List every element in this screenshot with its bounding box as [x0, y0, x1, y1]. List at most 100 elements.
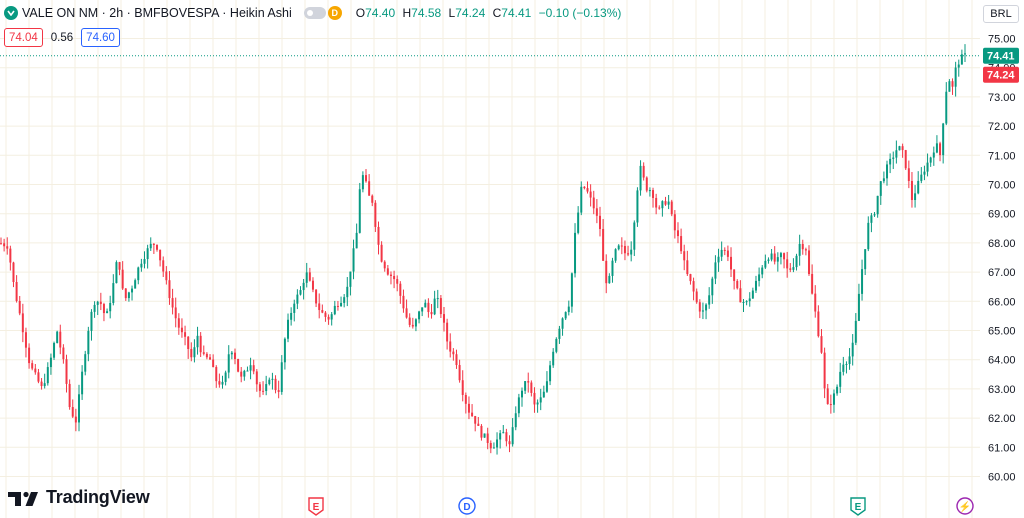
candle	[168, 271, 171, 305]
candle	[636, 187, 639, 227]
ask-price-box[interactable]: 74.60	[81, 28, 120, 47]
candle-body	[184, 332, 187, 337]
candle	[620, 237, 623, 255]
candle-body	[773, 253, 776, 262]
candle	[40, 378, 43, 390]
candle	[745, 300, 748, 306]
candle	[698, 299, 701, 319]
candle-body	[861, 269, 864, 294]
price-axis: 60.00 61.00 62.00 63.00 64.00 65.00 66.00 67.00…	[983, 34, 1019, 484]
candle	[736, 279, 739, 290]
candle-body	[15, 282, 18, 301]
candle	[907, 160, 910, 189]
candle	[901, 143, 904, 158]
candle	[804, 247, 807, 256]
candle-body	[199, 335, 202, 353]
candle	[165, 266, 168, 285]
candle	[786, 251, 789, 278]
candle-body	[948, 81, 951, 92]
candle-body	[90, 311, 93, 331]
event-marker-split[interactable]: ⚡	[956, 497, 974, 515]
candle	[530, 380, 533, 397]
candle-body	[237, 359, 240, 372]
low-price-label: 74.24	[987, 70, 1015, 82]
candle	[720, 241, 723, 262]
candle-body	[474, 416, 477, 424]
candle-body	[511, 427, 514, 445]
candle-body	[205, 353, 208, 358]
event-marker-letter: ⚡	[959, 500, 971, 513]
candle-body	[399, 283, 402, 296]
tradingview-logo[interactable]: TradingView	[8, 487, 150, 508]
candle	[717, 248, 720, 272]
candle-body	[302, 282, 305, 291]
candle	[701, 302, 704, 320]
candle-body	[258, 384, 261, 391]
y-tick-label: 75.00	[988, 34, 1016, 46]
y-tick-label: 73.00	[988, 92, 1016, 104]
visibility-toggle-icon[interactable]	[303, 7, 326, 19]
event-marker-earnings-down[interactable]: E	[308, 497, 324, 516]
candle-body	[389, 274, 392, 276]
candle-body	[62, 347, 65, 360]
candle	[90, 309, 93, 341]
candle	[658, 205, 661, 210]
candle	[352, 239, 355, 280]
candle	[951, 78, 954, 95]
candle-body	[611, 260, 614, 276]
symbol-title[interactable]: VALE ON NM · 2h · BMFBOVESPA · Heikin As…	[22, 6, 292, 20]
candle-body	[218, 381, 221, 385]
event-marker-dividend[interactable]: D	[458, 497, 476, 515]
candle-body	[477, 423, 480, 426]
candle	[895, 140, 898, 164]
candle-body	[274, 378, 277, 391]
candle-body	[24, 332, 27, 348]
candle-body	[754, 280, 757, 291]
candle	[71, 399, 74, 418]
candle	[252, 359, 255, 375]
candle	[864, 249, 867, 276]
candle	[62, 344, 65, 364]
candle	[37, 368, 40, 384]
candle-body	[268, 379, 271, 385]
candle	[93, 301, 96, 318]
candle-body	[290, 312, 293, 320]
candle-body	[77, 394, 80, 423]
candle	[533, 387, 536, 413]
candle-body	[358, 189, 361, 233]
candle	[480, 424, 483, 441]
candle	[477, 417, 480, 426]
candle	[652, 187, 655, 208]
candle-body	[49, 357, 52, 368]
candle-body	[658, 207, 661, 209]
candle	[667, 195, 670, 210]
candle	[405, 299, 408, 319]
event-marker-earnings-up[interactable]: E	[850, 497, 866, 516]
candle	[602, 219, 605, 261]
candle-body	[174, 307, 177, 319]
candle-body	[770, 253, 773, 260]
candle-body	[93, 304, 96, 312]
candle-body	[452, 351, 455, 355]
candle	[209, 354, 212, 360]
candle	[383, 260, 386, 272]
currency-select[interactable]: BRL	[983, 5, 1019, 23]
collapse-icon[interactable]	[4, 6, 18, 20]
candle-body	[0, 243, 2, 245]
candle	[910, 172, 913, 208]
tradingview-logo-text: TradingView	[46, 487, 150, 507]
candle	[77, 384, 80, 432]
candle	[474, 415, 477, 432]
bid-price-box[interactable]: 74.04	[4, 28, 43, 47]
candle-body	[745, 301, 748, 303]
candle-body	[127, 292, 130, 299]
symbol-legend: VALE ON NM · 2h · BMFBOVESPA · Heikin As…	[4, 5, 625, 21]
candle-body	[795, 255, 798, 268]
candle-body	[614, 249, 617, 261]
candle	[237, 358, 240, 373]
candle-body	[505, 432, 508, 442]
candle-body	[695, 291, 698, 303]
data-badge[interactable]: D	[327, 6, 342, 20]
candle-body	[224, 372, 227, 382]
